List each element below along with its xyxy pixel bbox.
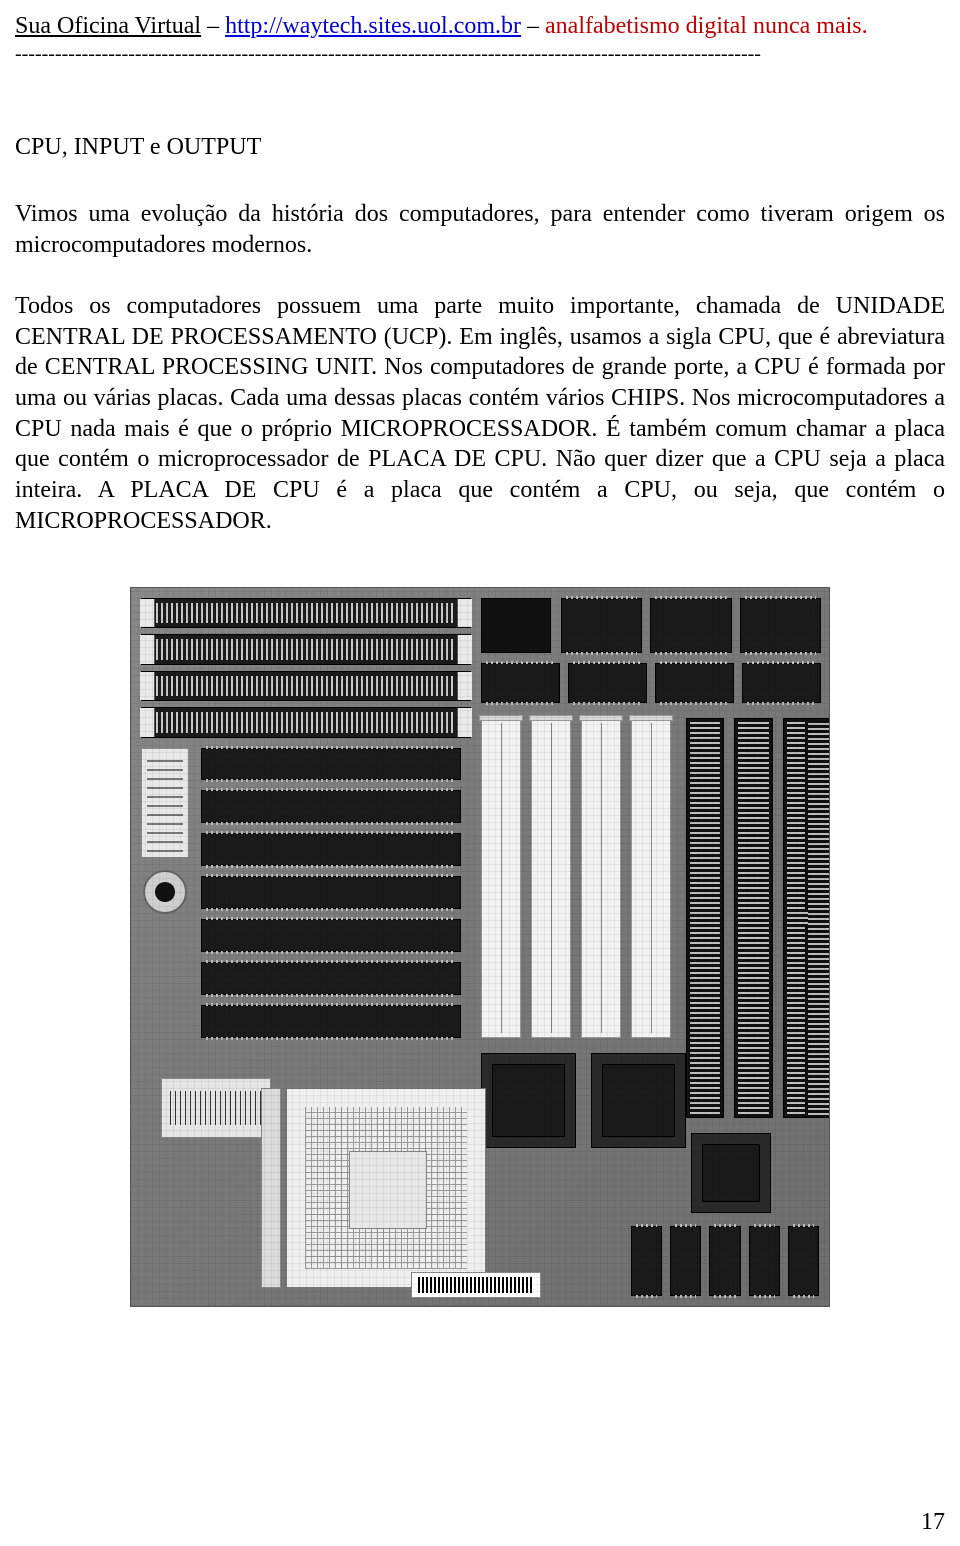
dip-chip — [201, 748, 461, 781]
pci-slot — [531, 718, 571, 1038]
header-divider: ----------------------------------------… — [15, 44, 945, 64]
paragraph-1: Vimos uma evolução da história dos compu… — [15, 199, 945, 260]
figure-wrap — [15, 587, 945, 1307]
bottom-chip-row — [631, 1226, 819, 1296]
dip-chip — [481, 663, 560, 703]
site-name: Sua Oficina Virtual — [15, 13, 201, 39]
page-header: Sua Oficina Virtual – http://waytech.sit… — [15, 10, 945, 42]
simm-socket — [141, 707, 471, 738]
top-dip-row — [561, 598, 821, 653]
pci-slots — [481, 718, 671, 1038]
dip-chip — [201, 876, 461, 909]
chipset-chip — [591, 1053, 686, 1148]
header-separator-2: – — [521, 13, 545, 39]
ide-headers — [805, 718, 830, 1118]
dip-chip — [201, 790, 461, 823]
page-number: 17 — [921, 1509, 945, 1536]
dip-chip — [568, 663, 647, 703]
motherboard-figure — [130, 587, 830, 1307]
dip-chip — [650, 598, 731, 653]
dip-chip — [631, 1226, 662, 1296]
rtc-chip — [481, 598, 551, 653]
cpu-socket — [286, 1088, 486, 1288]
dip-chip — [788, 1226, 819, 1296]
section-title: CPU, INPUT e OUTPUT — [15, 134, 945, 161]
simm-socket — [141, 671, 471, 702]
dip-chip — [201, 1005, 461, 1038]
dip-row — [481, 663, 821, 703]
pci-slot — [481, 718, 521, 1038]
simm-socket — [141, 634, 471, 665]
header-separator-1: – — [201, 13, 225, 39]
dip-chip — [201, 962, 461, 995]
chipset-chip — [691, 1133, 771, 1213]
isa-slots — [686, 718, 821, 1118]
dip-chip — [201, 833, 461, 866]
simm-socket — [141, 598, 471, 629]
dip-chip — [201, 919, 461, 952]
simm-sockets — [141, 598, 471, 738]
paragraph-2: Todos os computadores possuem uma parte … — [15, 291, 945, 537]
pci-slot — [581, 718, 621, 1038]
keyboard-din-connector — [143, 870, 187, 914]
site-url-link[interactable]: http://waytech.sites.uol.com.br — [225, 13, 521, 39]
cache-chips — [201, 748, 461, 1038]
isa-slot — [686, 718, 724, 1118]
dip-chip — [670, 1226, 701, 1296]
site-tagline: analfabetismo digital nunca mais. — [545, 13, 868, 39]
bios-chip — [161, 1078, 271, 1138]
pci-slot — [631, 718, 671, 1038]
dip-chip — [742, 663, 821, 703]
isa-slot — [734, 718, 772, 1118]
ide-header — [805, 927, 830, 1118]
dip-chip — [740, 598, 821, 653]
at-power-connector — [141, 748, 189, 858]
dip-chip — [749, 1226, 780, 1296]
page: Sua Oficina Virtual – http://waytech.sit… — [0, 0, 960, 1546]
chipset-chip — [481, 1053, 576, 1148]
zif-lever — [261, 1088, 281, 1288]
barcode-label — [411, 1272, 541, 1298]
dip-chip — [709, 1226, 740, 1296]
dip-chip — [561, 598, 642, 653]
dip-chip — [655, 663, 734, 703]
